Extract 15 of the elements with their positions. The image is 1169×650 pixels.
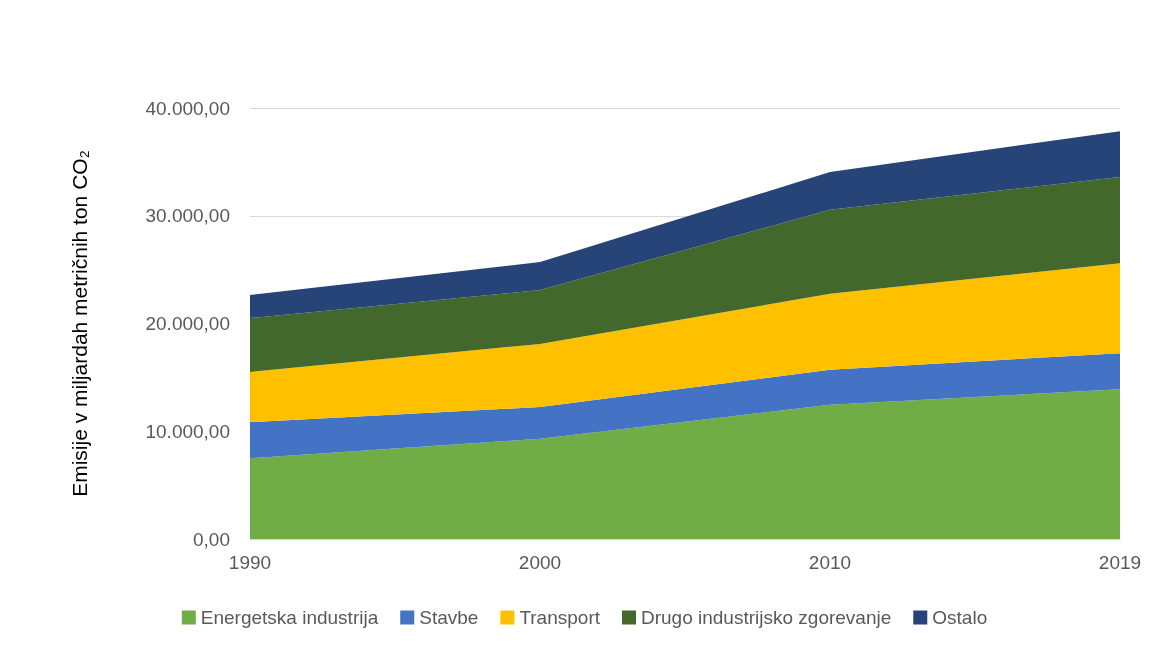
y-axis-title: Emisije v miljardah metričnih ton CO₂ [68, 150, 91, 497]
legend-label: Drugo industrijsko zgorevanje [640, 607, 892, 628]
x-tick-label: 1990 [228, 552, 272, 573]
y-tick-label: 0,00 [193, 528, 230, 550]
x-tick-label: 2010 [808, 552, 852, 573]
legend-label: Ostalo [932, 607, 988, 628]
x-tick-label: 2000 [518, 552, 562, 573]
x-tick-label: 2019 [1098, 552, 1142, 573]
y-tick-label: 30.000,00 [145, 205, 230, 227]
legend-label: Energetska industrija [200, 607, 379, 628]
y-tick-label: 10.000,00 [145, 420, 230, 442]
legend-label: Transport [519, 607, 601, 628]
legend-label: Stavbe [419, 607, 479, 628]
y-tick-label: 40.000,00 [145, 97, 230, 119]
y-tick-label: 20.000,00 [145, 313, 230, 334]
